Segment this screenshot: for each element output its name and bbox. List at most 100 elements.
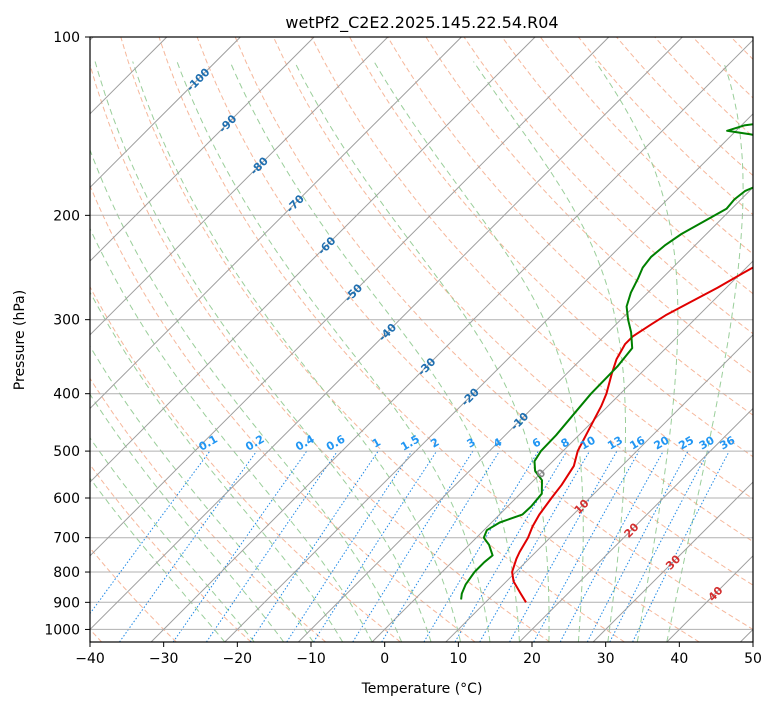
y-tick-label: 100 (53, 30, 80, 46)
mixing-ratio-label: 6 (530, 435, 543, 450)
x-tick-label: −40 (75, 651, 105, 667)
dry-adiabat (90, 184, 476, 642)
moist-adiabat (176, 61, 491, 642)
mixing-ratio-label: 13 (605, 434, 625, 453)
moist-adiabat (90, 291, 344, 642)
y-tick-label: 700 (53, 531, 80, 547)
y-tick-label: 300 (53, 313, 80, 329)
chart-title: wetPf2_C2E2.2025.145.22.54.R04 (285, 13, 558, 33)
mixing-ratio-line (559, 450, 664, 642)
isotherm-label: -100 (184, 65, 213, 94)
moist-adiabat (229, 61, 520, 642)
moist-adiabat (132, 61, 461, 642)
x-tick-label: −10 (296, 651, 326, 667)
isotherm (90, 37, 462, 410)
y-axis-label: Pressure (hPa) (12, 290, 28, 390)
mixing-ratio-label: 20 (652, 433, 672, 452)
dry-adiabat (387, 37, 753, 416)
moist-adiabat (90, 437, 255, 642)
moist-adiabat (595, 61, 679, 642)
moist-adiabats (90, 61, 744, 642)
plot-frame (89, 36, 754, 643)
isotherm (298, 186, 753, 642)
mixing-ratio-label: 16 (627, 433, 647, 452)
dry-adiabat (272, 37, 753, 543)
dry-adiabat (311, 37, 753, 500)
mixing-ratio-label: 3 (465, 436, 478, 451)
isotherm (90, 37, 683, 631)
mixing-ratio-line (533, 450, 640, 642)
dry-adiabat (90, 62, 551, 642)
y-tick-label: 500 (53, 444, 80, 460)
dry-adiabats (90, 37, 775, 642)
mixing-ratio-label: 1.5 (398, 433, 421, 454)
x-tick-label: 30 (597, 651, 615, 667)
moist-adiabat (293, 61, 550, 642)
mixing-ratio-line (632, 450, 730, 642)
moist-adiabat (373, 61, 584, 642)
dry-adiabat (654, 37, 753, 138)
mixing-ratio-line (249, 450, 379, 642)
y-tick-label: 1000 (44, 622, 80, 638)
isotherm (90, 37, 389, 336)
isotherm (90, 37, 610, 557)
isotherm (445, 334, 753, 642)
dry-adiabat (769, 37, 775, 642)
mixing-ratio-line (609, 450, 709, 642)
mixing-ratio-line (286, 450, 413, 642)
x-axis: −40 −30 −20 −10 0 10 20 30 40 50 (75, 642, 762, 667)
mixing-ratio-label: 10 (578, 433, 598, 452)
dry-adiabat (234, 37, 753, 586)
mixing-ratio-line (423, 450, 539, 642)
moist-adiabat (90, 227, 373, 642)
dry-adiabat (90, 463, 252, 642)
mixing-ratio-line (381, 450, 500, 642)
x-tick-label: 20 (523, 651, 541, 667)
isotherm-label: -90 (216, 112, 239, 135)
mixing-ratio-line (205, 450, 338, 642)
dry-adiabat (349, 37, 753, 458)
isotherm (150, 39, 753, 642)
mixing-ratio-line (509, 450, 618, 642)
moist-adiabat (94, 61, 432, 642)
mixing-ratio-line (90, 450, 211, 615)
pressure-gridlines (90, 37, 753, 630)
mixing-ratio-label: 36 (718, 433, 738, 452)
isotherm (90, 37, 536, 483)
isotherm (224, 113, 753, 642)
isotherm (90, 37, 315, 262)
moist-adiabat (666, 61, 744, 642)
mixing-ratio-line (172, 450, 308, 642)
mixing-ratio-line (313, 450, 438, 642)
x-tick-label: 40 (670, 651, 688, 667)
y-tick-label: 600 (53, 491, 80, 507)
dry-adiabat (120, 37, 625, 642)
dry-adiabat (90, 377, 327, 642)
mixing-ratio-line (119, 450, 258, 642)
y-tick-label: 400 (53, 387, 80, 403)
dry-adiabat (158, 37, 700, 642)
moist-adiabat (473, 61, 626, 642)
dry-adiabat (196, 37, 753, 630)
isotherm (592, 481, 753, 642)
moist-adiabat (90, 345, 314, 642)
mixing-ratio-lines (90, 450, 730, 642)
isotherm (90, 37, 241, 189)
profile-series-line (511, 266, 753, 603)
isotherm (371, 260, 753, 642)
isotherms (90, 37, 753, 642)
mixing-ratio-label: 30 (697, 433, 717, 452)
moist-adiabat (90, 477, 226, 642)
mixing-ratio-label: 0.1 (196, 433, 219, 454)
mixing-ratio-line (586, 450, 689, 642)
x-tick-label: 0 (380, 651, 389, 667)
mixing-ratio-label: 0.4 (293, 432, 317, 453)
moist-adiabat (90, 393, 285, 642)
x-tick-label: 10 (449, 651, 467, 667)
moist-adiabat (90, 148, 403, 642)
x-tick-label: −20 (223, 651, 253, 667)
mixing-ratio-label: 0.2 (243, 433, 266, 454)
y-axis: 100 200 300 400 500 600 700 800 900 1000 (44, 30, 90, 638)
y-tick-label: 900 (53, 595, 80, 611)
